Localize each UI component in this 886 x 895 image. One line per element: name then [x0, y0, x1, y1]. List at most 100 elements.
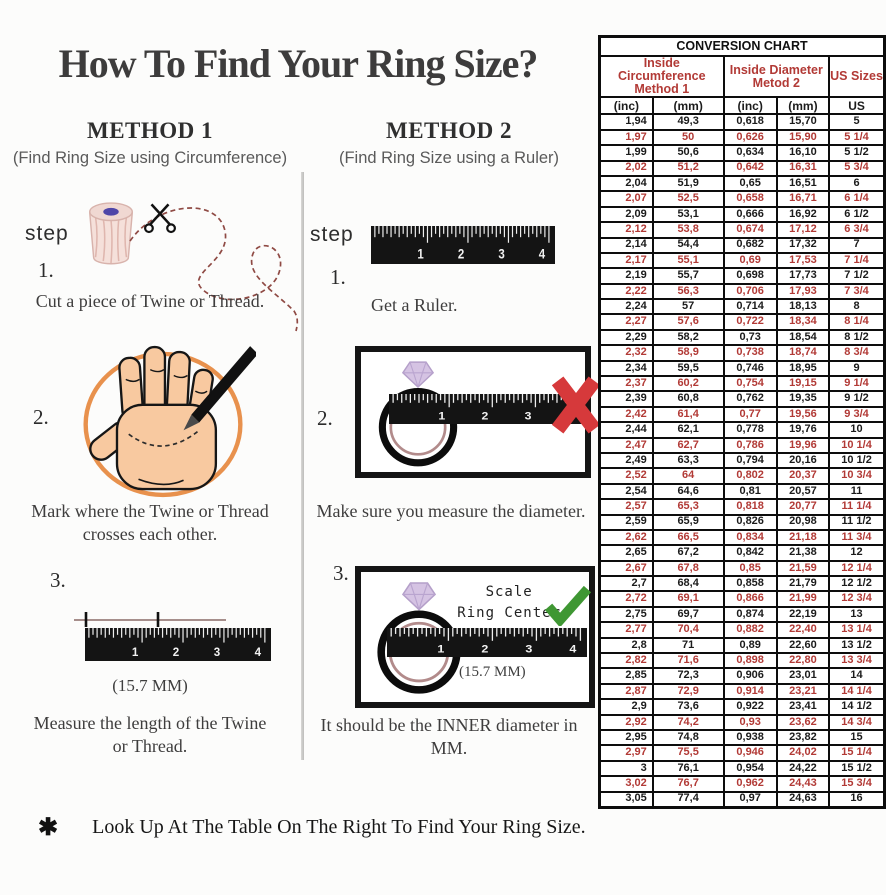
table-cell: 10: [828, 421, 886, 439]
table-cell: 2,22: [598, 282, 654, 301]
table-row: 2,52 64 0,802 20,37 10 3/4: [598, 467, 886, 485]
table-cell: 2,87: [598, 682, 654, 701]
table-cell: 2,24: [598, 298, 654, 316]
table-cell: 2,52: [598, 467, 654, 485]
table-cell: 8 1/2: [828, 328, 886, 347]
table-row: 2,24 57 0,714 18,13 8: [598, 298, 886, 316]
table-cell: 19,15: [775, 374, 831, 393]
table-cell: 19,35: [775, 390, 831, 408]
table-row: 2,87 72,9 0,914 23,21 14 1/4: [598, 682, 886, 701]
table-cell: 0,922: [722, 698, 778, 716]
table-cell: 0,714: [722, 298, 778, 316]
table-cell: 19,96: [775, 436, 831, 454]
table-cell: 17,53: [775, 251, 831, 270]
table-cell: 64,6: [651, 482, 725, 501]
table-cell: 23,82: [775, 728, 831, 747]
table-cell: 17,12: [775, 221, 831, 239]
table-cell: 0,65: [722, 174, 778, 193]
table-cell: 2,75: [598, 605, 654, 624]
step-label: step: [25, 222, 69, 245]
table-cell: 55,7: [651, 267, 725, 285]
step2-number: 2.: [33, 405, 49, 429]
diamond-ring-icon: [378, 361, 458, 467]
table-row: 2,85 72,3 0,906 23,01 14: [598, 667, 886, 685]
table-cell: 13 1/4: [828, 621, 886, 639]
thread-curve-icon: [129, 207, 299, 332]
table-cell: 72,9: [651, 682, 725, 701]
subheader-inc2: (inc): [722, 96, 778, 116]
table-cell: 63,3: [651, 451, 725, 470]
table-cell: 15,70: [775, 113, 831, 131]
table-cell: 6: [828, 174, 886, 193]
table-cell: 2,49: [598, 451, 654, 470]
svg-text:4: 4: [255, 645, 262, 659]
table-cell: 74,2: [651, 713, 725, 732]
table-cell: 2,9: [598, 698, 654, 716]
table-cell: 0,81: [722, 482, 778, 501]
svg-text:4: 4: [569, 644, 577, 656]
table-cell: 2,27: [598, 313, 654, 331]
table-cell: 3,02: [598, 775, 654, 793]
table-cell: 13: [828, 605, 886, 624]
table-cell: 2,77: [598, 621, 654, 639]
table-cell: 8 3/4: [828, 344, 886, 362]
svg-text:2: 2: [481, 644, 488, 656]
table-cell: 9 3/4: [828, 405, 886, 424]
table-cell: 2,17: [598, 251, 654, 270]
table-cell: 57,6: [651, 313, 725, 331]
table-cell: 61,4: [651, 405, 725, 424]
page-title: How To Find Your Ring Size?: [58, 41, 539, 86]
table-cell: 2,67: [598, 559, 654, 578]
table-cell: 17,32: [775, 236, 831, 254]
table-cell: 24,43: [775, 775, 831, 793]
table-cell: 14 1/4: [828, 682, 886, 701]
table-cell: 2,59: [598, 513, 654, 531]
table-cell: 57: [651, 298, 725, 316]
table-cell: 72,3: [651, 667, 725, 685]
table-row: 2,37 60,2 0,754 19,15 9 1/4: [598, 374, 886, 393]
table-row: 2,67 67,8 0,85 21,59 12 1/4: [598, 559, 886, 578]
table-cell: 0,634: [722, 144, 778, 162]
step3-inner-note: (15.7 MM): [459, 664, 526, 680]
table-cell: 15 1/4: [828, 744, 886, 762]
table-row: 2,39 60,8 0,762 19,35 9 1/2: [598, 390, 886, 408]
column-divider: [301, 172, 304, 760]
table-row: 2,07 52,5 0,658 16,71 6 1/4: [598, 190, 886, 208]
table-cell: 7 3/4: [828, 282, 886, 301]
table-cell: 9: [828, 359, 886, 378]
svg-text:1: 1: [417, 245, 423, 261]
step3-number: 3.: [333, 561, 349, 585]
table-cell: 0,674: [722, 221, 778, 239]
table-cell: 75,5: [651, 744, 725, 762]
table-cell: 2,54: [598, 482, 654, 501]
table-cell: 17,93: [775, 282, 831, 301]
table-cell: 59,5: [651, 359, 725, 378]
table-cell: 2,29: [598, 328, 654, 347]
table-row: 1,99 50,6 0,634 16,10 5 1/2: [598, 144, 886, 162]
table-cell: 1,94: [598, 113, 654, 131]
table-cell: 0,858: [722, 575, 778, 593]
table-cell: 0,698: [722, 267, 778, 285]
svg-text:3: 3: [214, 645, 221, 659]
table-cell: 12 1/2: [828, 575, 886, 593]
table-cell: 11 1/4: [828, 498, 886, 516]
table-cell: 2,62: [598, 528, 654, 547]
table-cell: 51,9: [651, 174, 725, 193]
col-group-us-sizes: US Sizes: [828, 54, 886, 99]
table-cell: 17,73: [775, 267, 831, 285]
table-cell: 60,8: [651, 390, 725, 408]
svg-text:2: 2: [482, 410, 489, 422]
table-row: 2,17 55,1 0,69 17,53 7 1/4: [598, 251, 886, 270]
table-row: 2,8 71 0,89 22,60 13 1/2: [598, 636, 886, 655]
table-cell: 11: [828, 482, 886, 501]
table-cell: 0,89: [722, 636, 778, 655]
table-cell: 20,77: [775, 498, 831, 516]
table-cell: 24,22: [775, 759, 831, 778]
table-cell: 50: [651, 128, 725, 147]
ruler-graphic: 1 2 3 4: [371, 226, 555, 264]
table-cell: 68,4: [651, 575, 725, 593]
method1-heading: METHOD 1: [86, 118, 214, 143]
table-cell: 0,97: [722, 790, 778, 809]
table-cell: 2,44: [598, 421, 654, 439]
